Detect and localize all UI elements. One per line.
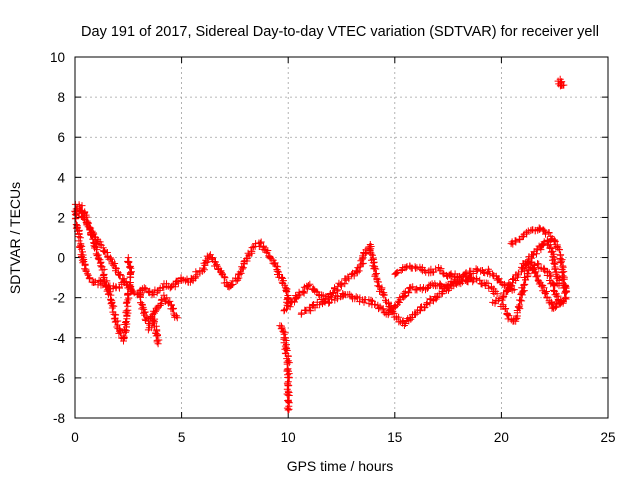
y-tick-label: -6 xyxy=(53,371,65,386)
y-axis-label: SDTVAR / TECUs xyxy=(7,182,23,294)
x-axis-label: GPS time / hours xyxy=(287,458,394,474)
x-tick-label: 10 xyxy=(281,430,296,445)
x-tick-label: 20 xyxy=(494,430,509,445)
y-tick-label: 0 xyxy=(57,251,65,266)
y-tick-label: 10 xyxy=(50,50,65,65)
x-tick-label: 25 xyxy=(600,430,615,445)
plot-frame xyxy=(74,56,609,419)
data-points xyxy=(71,75,571,414)
x-tick-label: 5 xyxy=(178,430,186,445)
y-tick-label: -4 xyxy=(53,331,65,346)
y-tick-label: 8 xyxy=(57,90,65,105)
x-tick-label: 15 xyxy=(387,430,402,445)
y-tick-label: -2 xyxy=(53,291,65,306)
x-tick-label: 0 xyxy=(71,430,79,445)
axis-ticks: 0 5 10 15 20 25 -8 -6 -4 -2 0 2 4 6 8 10 xyxy=(50,50,616,445)
y-tick-label: 6 xyxy=(57,130,65,145)
grid-lines xyxy=(75,57,608,418)
data-point-markers xyxy=(71,75,571,414)
y-tick-label: 2 xyxy=(57,210,65,225)
y-tick-label: 4 xyxy=(57,170,65,185)
y-tick-label: -8 xyxy=(53,411,65,426)
chart-title: Day 191 of 2017, Sidereal Day-to-day VTE… xyxy=(81,24,599,40)
